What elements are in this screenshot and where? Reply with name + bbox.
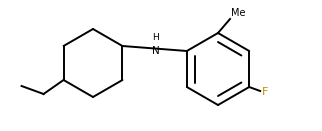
Text: H: H <box>152 34 159 42</box>
Text: Me: Me <box>231 8 245 18</box>
Text: F: F <box>262 87 269 97</box>
Text: N: N <box>152 47 159 56</box>
